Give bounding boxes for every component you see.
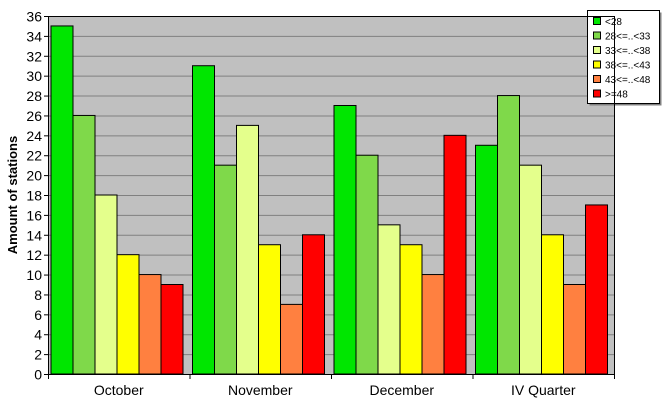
y-tick-label: 30 — [26, 68, 42, 84]
bar — [280, 303, 303, 375]
bar — [116, 254, 140, 375]
bars — [50, 25, 608, 375]
y-tick-label: 4 — [34, 327, 42, 343]
y-tick-label: 8 — [34, 287, 42, 303]
bar — [50, 25, 74, 375]
bar — [258, 244, 281, 375]
y-tick-label: 2 — [34, 347, 42, 363]
y-tick-label: 16 — [26, 207, 42, 223]
bar — [519, 164, 542, 375]
bar — [585, 204, 608, 375]
bar — [421, 274, 445, 375]
x-axis-ticks: October November December IV Quarter — [48, 374, 615, 398]
bar — [214, 164, 237, 375]
bar — [138, 274, 162, 375]
y-tick-label: 6 — [34, 307, 42, 323]
legend-swatch — [593, 89, 601, 98]
y-tick-label: 24 — [26, 128, 42, 144]
bar — [192, 65, 215, 375]
y-tick-label: 14 — [26, 227, 42, 243]
legend-label: 28<=..<33 — [605, 32, 651, 43]
legend-label: <28 — [605, 17, 622, 28]
y-tick-label: 10 — [26, 267, 42, 283]
bar — [302, 234, 325, 375]
bar — [541, 234, 564, 375]
legend-swatch — [593, 75, 601, 83]
y-tick-label: 20 — [26, 168, 42, 184]
x-tick-label: December — [369, 382, 434, 398]
y-axis-label: Amount of stations — [5, 136, 20, 254]
x-tick-label: IV Quarter — [511, 382, 576, 398]
legend-label: 43<=..<48 — [605, 75, 651, 86]
bar — [399, 244, 423, 375]
bar — [377, 224, 401, 375]
bar — [72, 114, 96, 375]
bar — [333, 105, 357, 375]
bar — [443, 134, 467, 375]
legend-label: 38<=..<43 — [605, 61, 651, 72]
bar — [563, 284, 586, 375]
bar — [475, 144, 498, 375]
bar — [94, 194, 118, 375]
legend-swatch — [593, 31, 601, 40]
legend-swatch — [593, 60, 601, 69]
bar — [355, 154, 379, 375]
legend-box — [587, 10, 660, 104]
y-tick-label: 34 — [26, 28, 42, 44]
y-tick-label: 36 — [26, 9, 42, 25]
x-tick-label: October — [94, 382, 144, 398]
y-tick-label: 12 — [26, 247, 42, 263]
y-tick-label: 0 — [34, 367, 42, 383]
y-tick-label: 18 — [26, 188, 42, 204]
y-tick-label: 28 — [26, 88, 42, 104]
y-tick-label: 26 — [26, 108, 42, 124]
y-tick-label: 22 — [26, 148, 42, 164]
legend: <28 28<=..<33 33<=..<38 38<=..<43 43<=..<48 >… — [587, 10, 662, 106]
x-tick-label: November — [228, 382, 293, 398]
legend-label: >=48 — [605, 90, 628, 101]
y-tick-label: 32 — [26, 48, 42, 64]
bar — [236, 124, 259, 375]
bar — [497, 95, 520, 375]
bar — [160, 284, 184, 375]
legend-label: 33<=..<38 — [605, 46, 651, 57]
legend-swatch — [593, 17, 601, 25]
plot-border — [48, 16, 615, 375]
legend-swatch — [593, 46, 601, 54]
